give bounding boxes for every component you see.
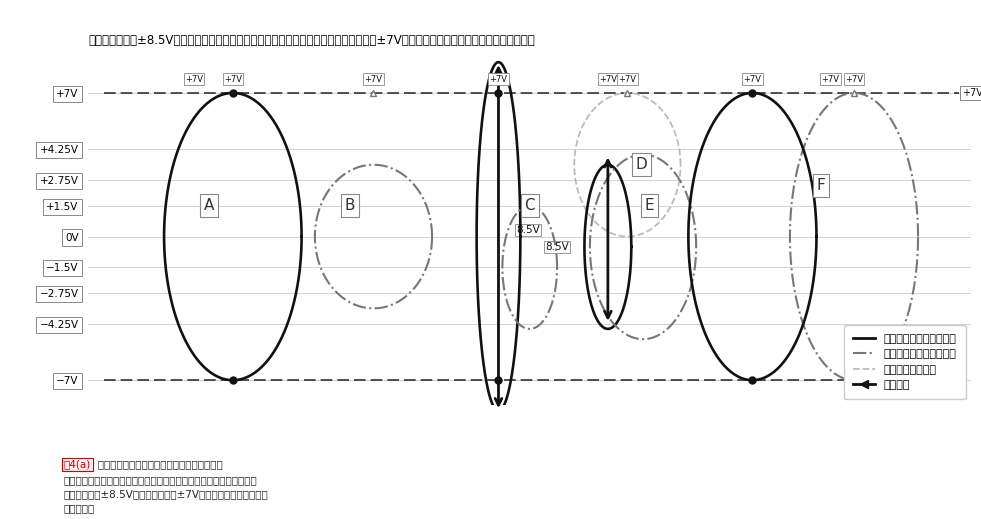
Legend: 正側シングルエンド波形, 負側シングルエンド波形, コモンモード電圧, 差動電圧: 正側シングルエンド波形, 負側シングルエンド波形, コモンモード電圧, 差動電圧 — [844, 325, 965, 399]
Text: D: D — [636, 157, 647, 172]
Text: E: E — [645, 198, 654, 213]
Text: +7V: +7V — [744, 75, 761, 84]
Text: 差動動作電圧＝±8.5V、対地動作電圧（コモンモード入力電圧レンジとも呼ばれた）＝±7Vの差動プローブに印加できる差動波形の例: 差動動作電圧＝±8.5V、対地動作電圧（コモンモード入力電圧レンジとも呼ばれた）… — [88, 34, 535, 47]
Text: A: A — [204, 198, 215, 213]
Text: +7V: +7V — [365, 75, 383, 84]
Text: +7V: +7V — [961, 88, 981, 98]
Text: +7V: +7V — [184, 75, 203, 84]
Text: 図4(a): 図4(a) — [64, 459, 91, 469]
Text: +7V: +7V — [845, 75, 863, 84]
Text: +7V: +7V — [598, 75, 617, 84]
Text: +7V: +7V — [224, 75, 242, 84]
Text: 丸付が正側シングルエンド波形、三角付が負側シングルエンド波形。
差動動作電圧±8.5V、対地動作電圧±7Vという規格を持つ差動プ
ローブの例: 丸付が正側シングルエンド波形、三角付が負側シングルエンド波形。 差動動作電圧±8… — [64, 475, 269, 513]
Text: +7V: +7V — [618, 75, 637, 84]
Text: C: C — [525, 198, 535, 213]
Text: 図4(a)  差動プローブに加えることのできる波形の例: 図4(a) 差動プローブに加えることのできる波形の例 — [64, 459, 223, 469]
Text: +7V: +7V — [490, 75, 507, 84]
Text: 8.5V: 8.5V — [545, 242, 569, 252]
Text: B: B — [344, 198, 355, 213]
Text: +7V: +7V — [821, 75, 840, 84]
Text: 8.5V: 8.5V — [516, 225, 541, 236]
Text: F: F — [817, 178, 826, 193]
